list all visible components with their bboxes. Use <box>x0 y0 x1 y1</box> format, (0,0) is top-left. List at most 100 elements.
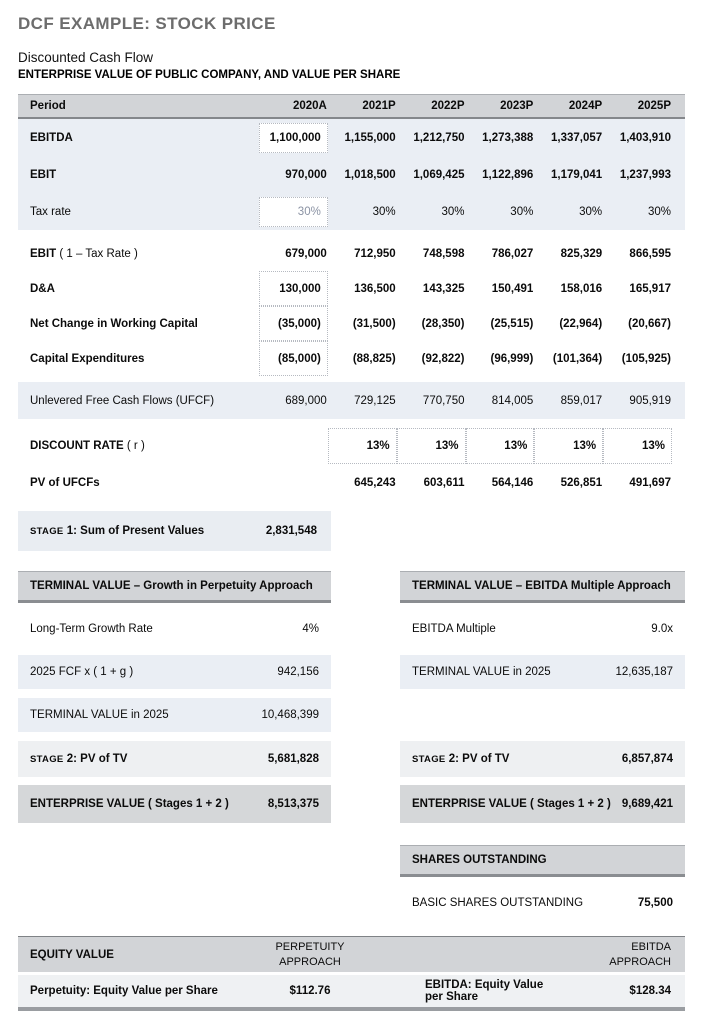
nwc-label: Net Change in Working Capital <box>30 317 198 330</box>
terminal-perpetuity-panel: TERMINAL VALUE – Growth in Perpetuity Ap… <box>18 571 331 920</box>
ufcf-section: Unlevered Free Cash Flows (UFCF) 689,000… <box>18 382 685 419</box>
stage2-left-label-text: 2: PV of TV <box>66 753 128 765</box>
panel-spacer <box>400 689 685 732</box>
discount-2023p-value: 13% <box>504 440 528 452</box>
nwc-2020a-input[interactable]: (35,000) <box>259 306 328 341</box>
nwc-2020a-value: (35,000) <box>277 317 321 330</box>
fcf-growth-label: 2025 FCF x ( 1 + g ) <box>30 666 134 678</box>
growth-rate-value: 4% <box>302 623 319 635</box>
discount-2024p-input[interactable]: 13% <box>534 428 604 464</box>
ufcf-2023p-value: 814,005 <box>491 394 534 407</box>
ebit-2025p-value: 1,237,993 <box>619 168 671 181</box>
ebit-after-tax-label-formula: ( 1 – Tax Rate ) <box>59 247 138 260</box>
ebitda-label: EBITDA <box>30 131 73 144</box>
shares-outstanding-header: SHARES OUTSTANDING <box>400 845 685 877</box>
nwc-2024p-value: (22,964) <box>559 317 603 330</box>
stage2-left-label: STAGE 2: PV of TV <box>30 753 127 765</box>
stage1-label-text: 1: Sum of Present Values <box>66 525 205 537</box>
free-cashflow-build-section: EBIT ( 1 – Tax Rate ) 679,000 712,950 74… <box>18 236 685 376</box>
da-2025p-value: 165,917 <box>629 282 671 295</box>
discount-section: DISCOUNT RATE ( r ) 13% 13% 13% 13% 13% … <box>18 427 685 501</box>
ebit-2021p-value: 1,018,500 <box>344 168 396 181</box>
ufcf-2025p-value: 905,919 <box>629 394 671 407</box>
pv-2023p-value: 564,146 <box>491 477 534 489</box>
discount-2023p-input[interactable]: 13% <box>465 428 535 464</box>
basic-shares-value: 75,500 <box>637 897 673 909</box>
table-row-ufcf: Unlevered Free Cash Flows (UFCF) 689,000… <box>18 382 685 419</box>
table-row-da: D&A 130,000 136,500 143,325 150,491 158,… <box>18 271 685 306</box>
ebitda-multiple-label: EBITDA Multiple <box>412 623 496 635</box>
perpetuity-approach-text: PERPETUITY APPROACH <box>275 941 345 968</box>
ebitda-2021p-value: 1,155,000 <box>344 131 396 144</box>
equity-data-row: Perpetuity: Equity Value per Share $112.… <box>18 975 685 1007</box>
ebit-after-tax-2022p-value: 748,598 <box>422 247 465 260</box>
nwc-2022p-value: (28,350) <box>421 317 465 330</box>
ebitda-share-label: EBITDA: Equity Value per Share <box>425 979 544 1003</box>
capex-2022p-value: (92,822) <box>421 352 465 365</box>
capex-label: Capital Expenditures <box>30 352 145 365</box>
table-row-tax-rate: Tax rate 30% 30% 30% 30% 30% 30% <box>18 193 685 230</box>
page-title: DCF EXAMPLE: STOCK PRICE <box>18 14 276 33</box>
stage1-sum-row: STAGE 1: Sum of Present Values 2,831,548 <box>18 511 331 551</box>
stage2-right-value: 6,857,874 <box>621 753 673 765</box>
ebit-after-tax-2024p-value: 825,329 <box>560 247 603 260</box>
ebit-2023p-value: 1,122,896 <box>482 168 534 181</box>
tax-rate-2020a-input[interactable]: 30% <box>259 196 328 227</box>
table-row-capex: Capital Expenditures (85,000) (88,825) (… <box>18 341 685 376</box>
cashflow-table: Period 2020A 2021P 2022P 2023P 2024P 202… <box>18 94 685 501</box>
ebitda-2022p-value: 1,212,750 <box>413 131 465 144</box>
enterprise-value-right-value: 9,689,421 <box>621 798 673 810</box>
da-2022p-value: 143,325 <box>422 282 465 295</box>
discount-2024p-value: 13% <box>573 440 597 452</box>
equity-header-row: EQUITY VALUE PERPETUITY APPROACH EBITDA … <box>18 937 685 975</box>
ebitda-multiple-row: EBITDA Multiple 9.0x <box>400 612 685 646</box>
table-row-nwc: Net Change in Working Capital (35,000) (… <box>18 306 685 341</box>
col-header-2021p: 2021P <box>362 100 396 112</box>
stage2-left-value: 5,681,828 <box>267 753 319 765</box>
discount-2022p-input[interactable]: 13% <box>396 428 466 464</box>
stage2-left-row: STAGE 2: PV of TV 5,681,828 <box>18 741 331 777</box>
table-row-discount-rate: DISCOUNT RATE ( r ) 13% 13% 13% 13% 13% <box>18 427 685 465</box>
ebitda-2020a-value: 1,100,000 <box>269 131 321 144</box>
nwc-2021p-value: (31,500) <box>352 317 396 330</box>
operating-metrics-section: EBITDA 1,100,000 1,155,000 1,212,750 1,2… <box>18 119 685 230</box>
discount-2021p-value: 13% <box>366 440 390 452</box>
enterprise-value-right-label: ENTERPRISE VALUE ( Stages 1 + 2 ) <box>412 798 611 810</box>
discount-2025p-input[interactable]: 13% <box>603 428 672 464</box>
terminal-ebitda-panel: TERMINAL VALUE – EBITDA Multiple Approac… <box>400 571 685 920</box>
ebit-after-tax-2020a-value: 679,000 <box>285 247 327 260</box>
capex-2020a-value: (85,000) <box>277 352 321 365</box>
col-header-2022p: 2022P <box>431 100 465 112</box>
ebitda-2020a-input[interactable]: 1,100,000 <box>259 122 328 153</box>
ufcf-2022p-value: 770,750 <box>422 394 465 407</box>
period-header-label: Period <box>30 100 66 112</box>
enterprise-value-left-value: 8,513,375 <box>267 798 319 810</box>
perpetuity-share-label: Perpetuity: Equity Value per Share <box>30 985 218 997</box>
stage1-label: STAGE 1: Sum of Present Values <box>30 525 204 537</box>
terminal-value-area: TERMINAL VALUE – Growth in Perpetuity Ap… <box>18 571 685 920</box>
da-2021p-value: 136,500 <box>354 282 396 295</box>
capex-2020a-input[interactable]: (85,000) <box>259 341 328 376</box>
table-row-pv-ufcf: PV of UFCFs 645,243 603,611 564,146 526,… <box>18 465 685 501</box>
perpetuity-share-value: $112.76 <box>289 985 331 997</box>
capex-2025p-value: (105,925) <box>621 352 671 365</box>
tax-rate-2024p-value: 30% <box>579 205 603 218</box>
capex-2023p-value: (96,999) <box>490 352 534 365</box>
pv-ufcf-label: PV of UFCFs <box>30 477 100 489</box>
equity-value-table: EQUITY VALUE PERPETUITY APPROACH EBITDA … <box>18 936 685 1011</box>
stage2-left-word: STAGE <box>30 754 64 765</box>
perpetuity-approach-header: PERPETUITY APPROACH <box>240 940 380 969</box>
table-row-ebit: EBIT 970,000 1,018,500 1,069,425 1,122,8… <box>18 156 685 193</box>
ebitda-approach-text: EBITDA APPROACH <box>609 941 671 968</box>
pv-2025p-value: 491,697 <box>629 477 671 489</box>
ebit-after-tax-2021p-value: 712,950 <box>354 247 396 260</box>
ufcf-2020a-value: 689,000 <box>285 394 327 407</box>
discount-2021p-input[interactable]: 13% <box>327 428 397 464</box>
da-2020a-input[interactable]: 130,000 <box>259 271 328 306</box>
discount-2022p-value: 13% <box>435 440 459 452</box>
terminal-perpetuity-header: TERMINAL VALUE – Growth in Perpetuity Ap… <box>18 571 331 603</box>
terminal-value-2025-left-value: 10,468,399 <box>261 709 319 721</box>
ebit-2022p-value: 1,069,425 <box>413 168 465 181</box>
pv-2022p-value: 603,611 <box>423 477 465 489</box>
